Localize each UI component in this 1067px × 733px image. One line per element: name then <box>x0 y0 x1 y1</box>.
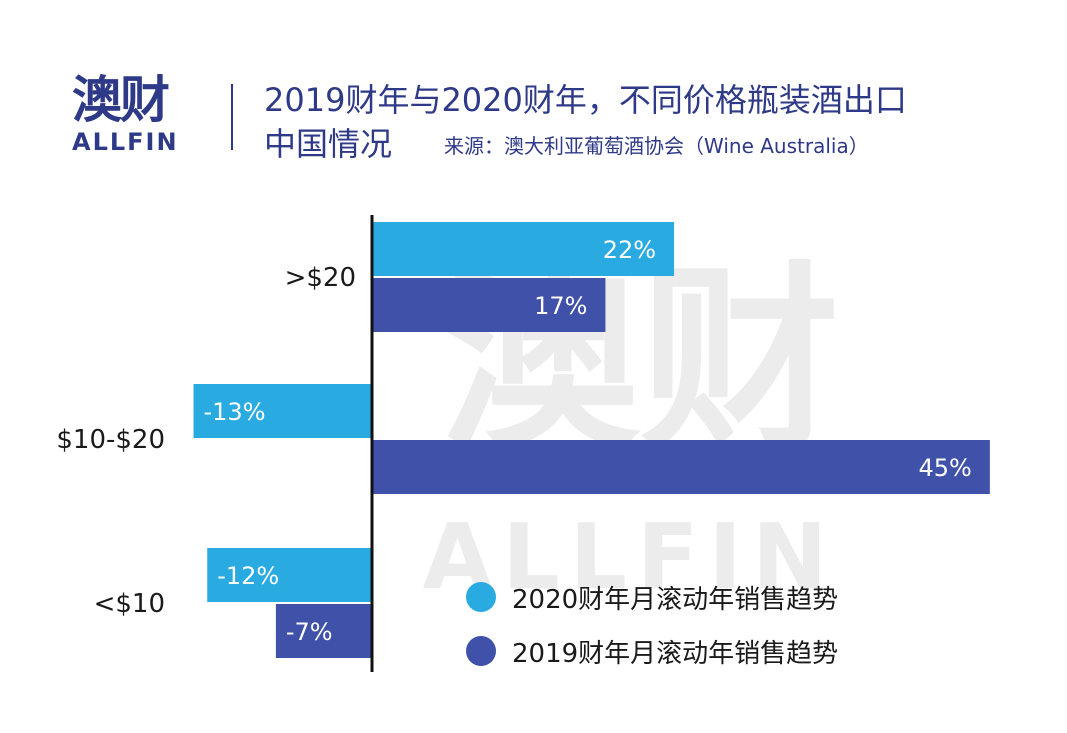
bar-label-0-0: 22% <box>603 236 656 264</box>
legend-item-2019: 2019财年月滚动年销售趋势 <box>466 628 838 674</box>
category-label-0: >$20 <box>285 263 356 293</box>
bar-0-0 <box>372 222 675 276</box>
chart-title-line1: 2019财年与2020财年，不同价格瓶装酒出口 <box>264 81 907 119</box>
legend-swatch-2019 <box>466 636 496 666</box>
bar-1-1 <box>372 440 990 494</box>
logo: 澳财 ALLFIN <box>72 72 202 156</box>
bar-label-0-2: -12% <box>217 562 279 590</box>
bar-0-2 <box>207 548 372 602</box>
bar-1-2 <box>275 604 372 658</box>
category-label-2: <$10 <box>94 589 165 619</box>
legend-label-2019: 2019财年月滚动年销售趋势 <box>512 638 839 669</box>
legend-swatch-2020 <box>466 582 496 612</box>
bar-label-1-1: 45% <box>919 454 972 482</box>
legend-item-2020: 2020财年月滚动年销售趋势 <box>466 574 838 620</box>
chart-title-line2: 中国情况 <box>264 125 393 163</box>
bar-label-1-2: -7% <box>286 618 333 646</box>
legend: 2020财年月滚动年销售趋势 2019财年月滚动年销售趋势 <box>466 574 838 682</box>
chart-source: 来源：澳大利亚葡萄酒协会（Wine Australia） <box>444 134 869 158</box>
header-divider <box>231 84 233 150</box>
logo-cn: 澳财 <box>72 71 170 129</box>
bar-1-0 <box>372 278 606 332</box>
bar-label-1-0: 17% <box>534 292 587 320</box>
legend-label-2020: 2020财年月滚动年销售趋势 <box>512 584 839 615</box>
logo-en: ALLFIN <box>72 128 179 156</box>
bar-label-0-1: -13% <box>204 398 266 426</box>
bar-0-1 <box>193 384 372 438</box>
category-label-1: $10-$20 <box>56 425 165 455</box>
